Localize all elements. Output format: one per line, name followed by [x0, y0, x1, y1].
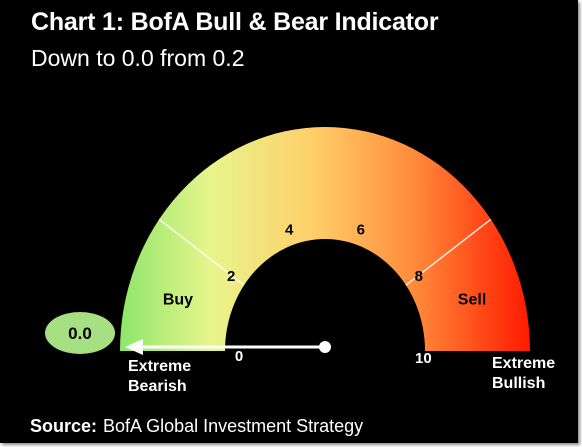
- chart-title: Chart 1: BofA Bull & Bear Indicator: [31, 8, 439, 36]
- source-text: BofA Global Investment Strategy: [103, 416, 364, 436]
- tick-label-6: 6: [357, 221, 365, 238]
- needle-arrowhead: [125, 339, 143, 355]
- extreme-bearish-label-line-2: Bearish: [128, 378, 187, 395]
- tick-label-8: 8: [415, 268, 423, 285]
- tick-label-4: 4: [285, 221, 294, 238]
- zone-separator-2: [158, 218, 245, 286]
- gauge-needle: [125, 339, 331, 355]
- zone-separators: [158, 218, 492, 286]
- zone-label-buy: Buy: [163, 291, 193, 308]
- extreme-bearish-label-line-1: Extreme: [128, 358, 191, 375]
- endpoint-labels: Extreme Bearish Extreme Bullish: [128, 355, 555, 395]
- source-note: Source: BofA Global Investment Strategy: [30, 416, 363, 437]
- current-value-label: 0.0: [68, 324, 92, 343]
- value-bubble-shape: [45, 312, 115, 354]
- tick-label-2: 2: [227, 268, 235, 285]
- extreme-bullish-label-line-2: Bullish: [492, 375, 545, 392]
- tick-label-10: 10: [415, 350, 432, 367]
- chart-subtitle: Down to 0.0 from 0.2: [31, 45, 245, 71]
- needle-hub: [319, 341, 331, 353]
- extreme-bullish-label-line-1: Extreme: [492, 355, 555, 372]
- value-bubble: 0.0: [45, 312, 115, 354]
- gauge-band: [120, 127, 530, 351]
- zone-separator-8: [405, 218, 492, 286]
- tick-labels: 0 2 4 6 8 10: [227, 221, 432, 367]
- tick-label-0: 0: [235, 348, 243, 365]
- source-label: Source:: [30, 416, 98, 436]
- zone-labels: Buy Sell: [163, 291, 486, 308]
- zone-label-sell: Sell: [458, 291, 486, 308]
